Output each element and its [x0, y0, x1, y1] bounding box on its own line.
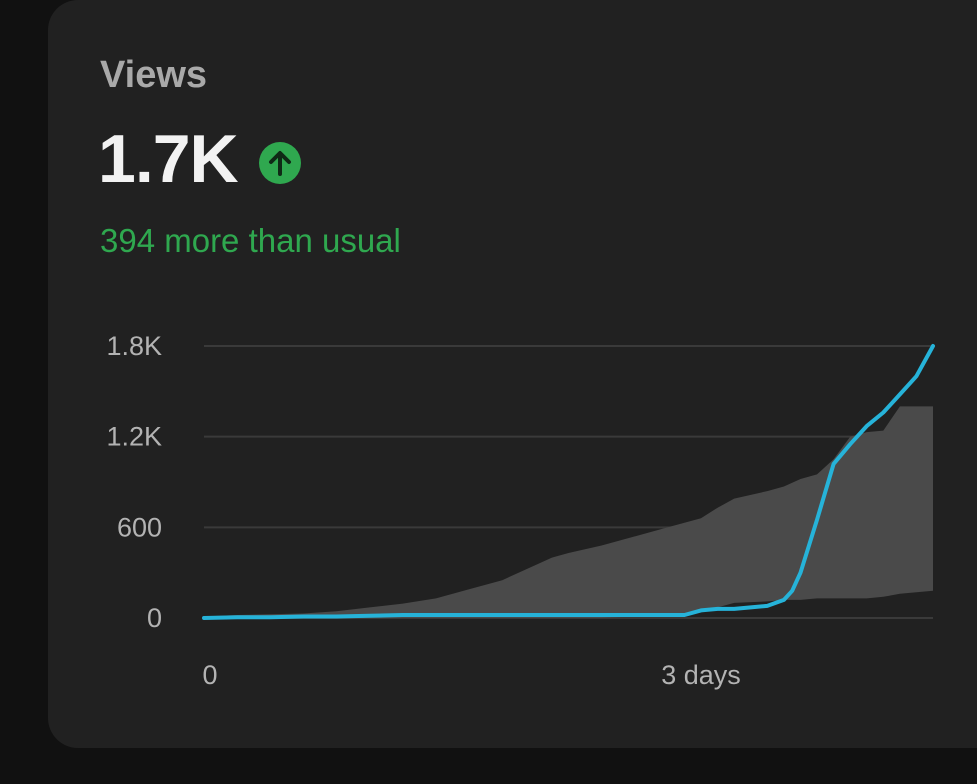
arrow-up-circle-icon	[259, 142, 301, 184]
y-tick-label: 1.2K	[106, 422, 162, 452]
x-tick-label: 0	[202, 660, 217, 690]
typical-range-band	[204, 406, 933, 618]
views-value: 1.7K	[98, 121, 239, 197]
comparison-text: 394 more than usual	[100, 222, 401, 259]
y-tick-label: 600	[117, 512, 162, 542]
y-tick-label: 0	[147, 603, 162, 633]
card-title: Views	[100, 54, 208, 96]
x-tick-label: 3 days	[661, 660, 741, 690]
views-chart: 0 600 1.2K 1.8K 0 3 days	[106, 331, 935, 690]
y-tick-label: 1.8K	[106, 331, 162, 361]
views-line	[202, 344, 935, 620]
views-card[interactable]: Views 1.7K 394 more than usual	[48, 0, 977, 748]
